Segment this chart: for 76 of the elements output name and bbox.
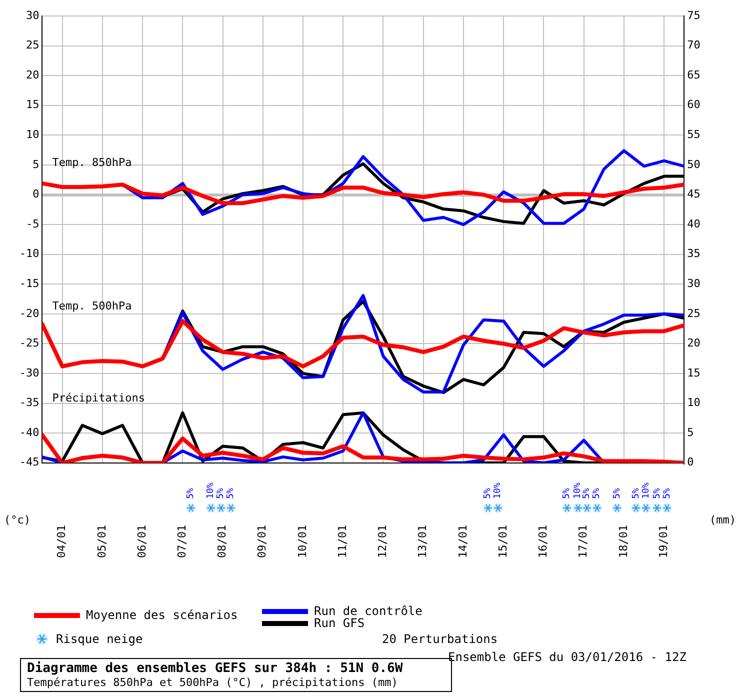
y2-tick-label: 70 xyxy=(687,38,700,52)
text: 5% xyxy=(582,487,592,499)
y-tick-label: 30 xyxy=(26,8,40,22)
y2-tick-label: 5 xyxy=(687,426,694,439)
y2-tick-label: 10 xyxy=(687,396,700,410)
text: 10% xyxy=(206,482,216,499)
text: 20 Perturbations xyxy=(382,632,498,646)
x-tick-label: 06/01 xyxy=(135,524,148,558)
y-tick-label: 15 xyxy=(26,98,40,112)
y2-tick-label: 0 xyxy=(687,456,694,469)
text: 10% xyxy=(492,482,503,499)
y2-tick-label: 45 xyxy=(687,188,700,201)
legend-label: Run de contrôle xyxy=(314,604,422,618)
y2-tick-label: 75 xyxy=(687,8,700,22)
x-tick-label: 04/01 xyxy=(55,524,68,558)
y-axis-title: (°c) xyxy=(4,514,30,527)
y-tick-label: -30 xyxy=(19,366,40,380)
x-tick-label: 10/01 xyxy=(296,524,309,558)
text: Ensemble GEFS du 03/01/2016 - 12Z xyxy=(448,650,686,664)
y-tick-label: -15 xyxy=(19,276,40,290)
x-tick-label: 14/01 xyxy=(456,524,470,558)
text: 5% xyxy=(482,487,493,499)
x-tick-label: 17/01 xyxy=(576,524,590,558)
x-tick-label: 09/01 xyxy=(256,524,269,558)
text: 5% xyxy=(226,487,236,499)
y-tick-label: 5 xyxy=(32,158,40,171)
y2-tick-label: 50 xyxy=(687,158,700,171)
x-tick-label: 12/01 xyxy=(376,524,390,558)
x-tick-label: 13/01 xyxy=(416,524,430,558)
text: 5% xyxy=(662,487,672,499)
x-tick-label: 07/01 xyxy=(176,524,189,558)
y-tick-label: 25 xyxy=(26,38,40,52)
y2-tick-label: 25 xyxy=(687,306,700,320)
y-tick-label: -10 xyxy=(19,247,40,260)
y2-tick-label: 30 xyxy=(687,276,700,290)
text: 5% xyxy=(562,487,572,499)
text: 5% xyxy=(186,487,196,499)
y2-tick-label: 60 xyxy=(687,98,700,112)
x-tick-label: 11/01 xyxy=(336,524,349,558)
text: Diagramme des ensembles GEFS sur 384h : 51N 0.6W xyxy=(27,661,404,676)
y-tick-label: 0 xyxy=(32,188,40,201)
annotation: Précipitations xyxy=(52,391,145,404)
y-tick-label: -25 xyxy=(19,336,40,350)
x-tick-label: 19/01 xyxy=(656,524,670,558)
legend-label: Run GFS xyxy=(314,616,365,630)
text: 5% xyxy=(631,487,642,499)
y2-tick-label: 40 xyxy=(687,217,700,230)
y2-axis-title: (mm) xyxy=(710,514,736,527)
y-tick-label: -35 xyxy=(19,396,40,410)
text: Risque neige xyxy=(56,632,143,646)
text: 5% xyxy=(592,487,602,499)
y-tick-label: -40 xyxy=(19,426,40,439)
text: 10% xyxy=(573,482,584,499)
x-tick-label: 08/01 xyxy=(216,524,229,558)
annotation: Temp. 850hPa xyxy=(52,156,132,170)
y2-tick-label: 15 xyxy=(687,366,700,380)
text: 5% xyxy=(652,487,662,499)
text: 10% xyxy=(641,482,652,499)
x-tick-label: 05/01 xyxy=(95,524,108,558)
x-tick-label: 16/01 xyxy=(536,524,550,558)
y2-tick-label: 35 xyxy=(687,247,700,260)
y-tick-label: -20 xyxy=(19,306,40,320)
y-tick-label: 20 xyxy=(26,68,40,82)
text: 5% xyxy=(612,487,622,499)
x-tick-label: 15/01 xyxy=(496,524,510,558)
text: Températures 850hPa et 500hPa (°C) , précipitations (mm) xyxy=(27,676,399,689)
y2-tick-label: 65 xyxy=(687,68,700,82)
y-tick-label: -45 xyxy=(19,456,40,469)
annotation: Temp. 500hPa xyxy=(52,299,132,312)
y-tick-label: 10 xyxy=(26,128,40,142)
y2-tick-label: 20 xyxy=(687,336,700,350)
text: 5% xyxy=(216,487,226,499)
y-tick-label: -5 xyxy=(26,217,40,230)
y2-tick-label: 55 xyxy=(687,128,700,142)
legend-label: Moyenne des scénarios xyxy=(86,608,238,622)
x-tick-label: 18/01 xyxy=(616,524,630,558)
